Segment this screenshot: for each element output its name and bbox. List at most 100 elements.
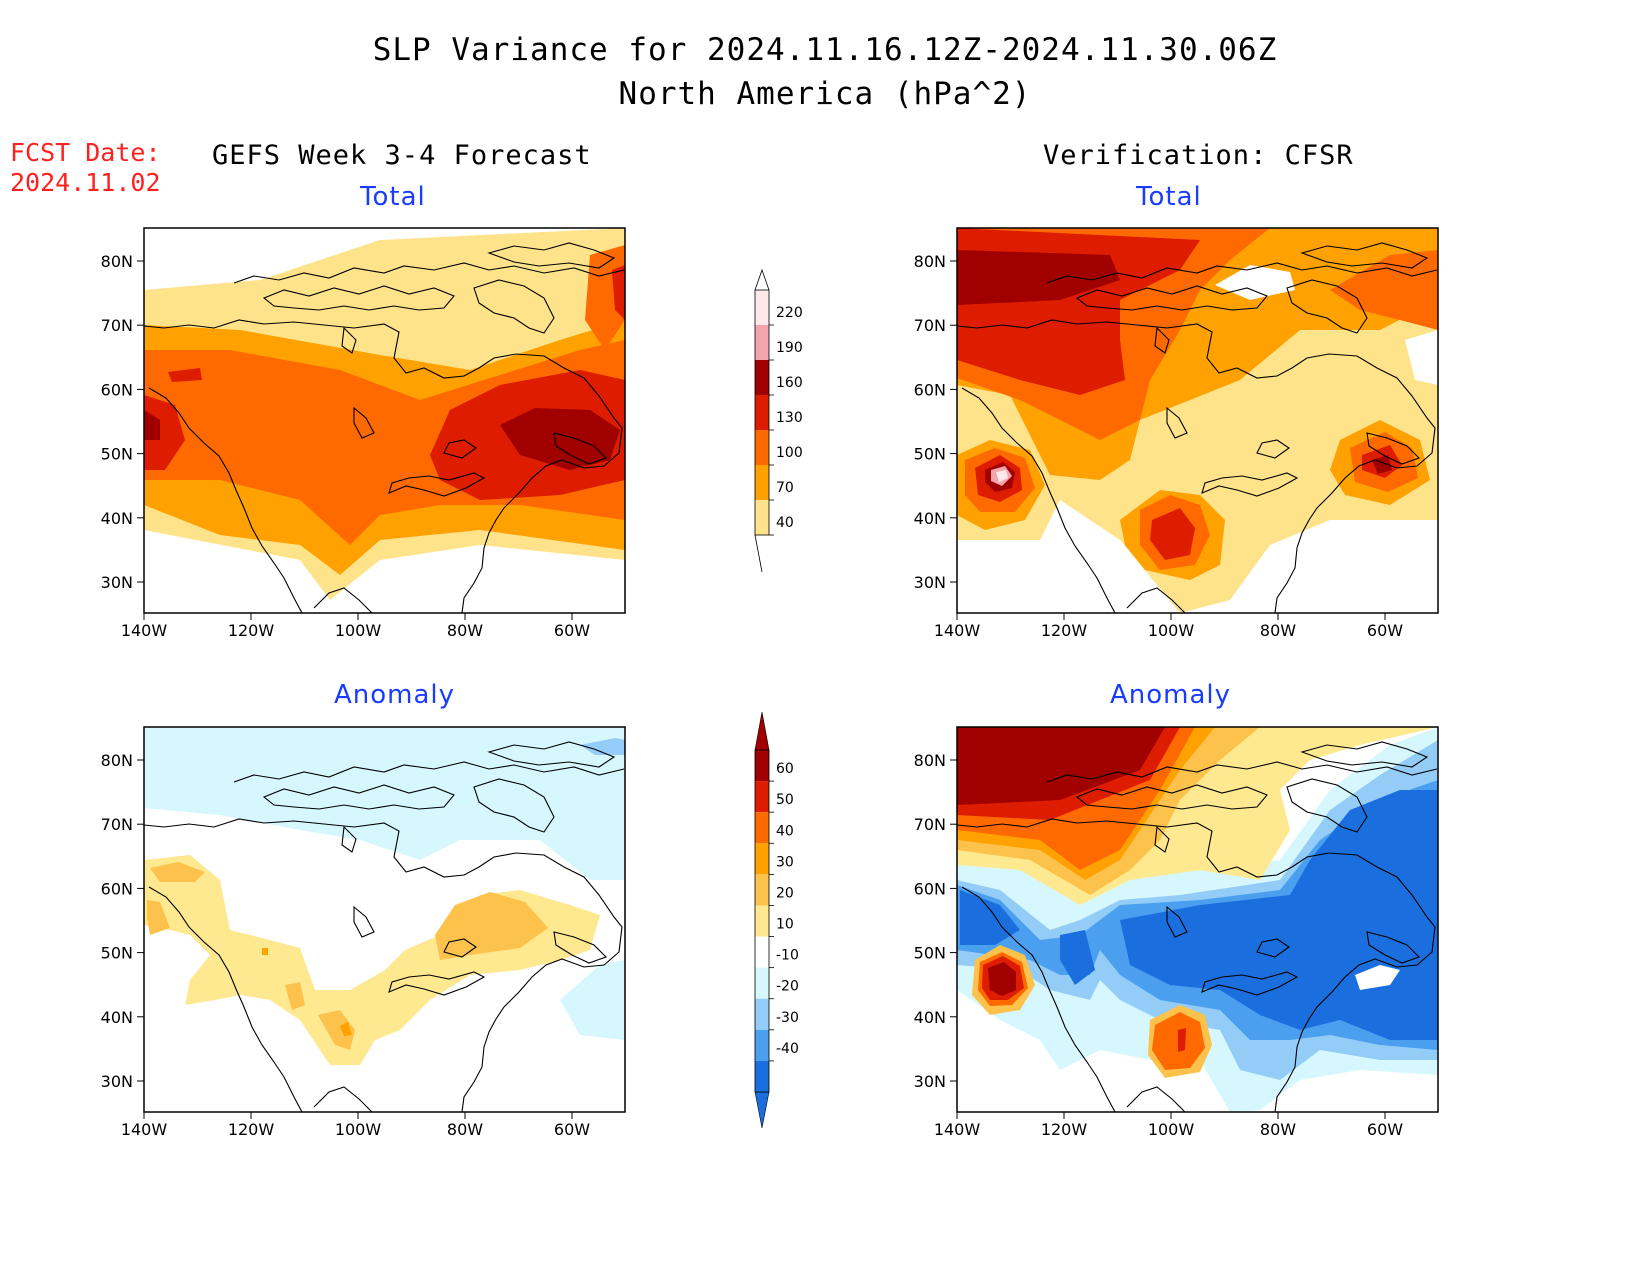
map-forecast-total [144, 228, 625, 613]
lon-tick-label: 140W [934, 621, 981, 640]
lat-tick-label: 60N [914, 380, 946, 399]
lon-tick-label: 120W [1041, 621, 1088, 640]
colorbar-total: 220 190 160 130 100 70 40 [754, 268, 803, 573]
lon-tick-label: 80W [447, 1120, 483, 1139]
colorbar-arrow-bottom [754, 1091, 770, 1129]
colorbar-swatch [755, 395, 769, 430]
lat-tick-label: 30N [101, 573, 133, 592]
lon-tick-label: 100W [1148, 621, 1195, 640]
colorbar-swatch [755, 1029, 769, 1061]
colorbar-anomaly: 60 50 40 30 20 10 -10 -20 -30 -40 [754, 711, 799, 1129]
fcst-date-label: FCST Date: [10, 138, 161, 167]
lat-tick-label: 80N [914, 252, 946, 271]
lat-tick-label: 40N [101, 1008, 133, 1027]
colorbar-tick-label: 130 [776, 410, 803, 426]
lon-tick-label: 100W [335, 1120, 382, 1139]
lat-tick-label: 30N [101, 1072, 133, 1091]
lat-tick-label: 40N [101, 509, 133, 528]
lon-tick-label: 120W [228, 621, 275, 640]
colorbar-swatch [755, 500, 769, 535]
lat-tick-label: 70N [101, 815, 133, 834]
panel-title-forecast-total: Total [360, 182, 426, 212]
map-frame [143, 227, 626, 614]
lon-tick-label: 80W [447, 621, 483, 640]
lon-tick-label: 120W [1041, 1120, 1088, 1139]
lat-tick-label: 60N [914, 879, 946, 898]
colorbar-tick-label: 220 [776, 305, 803, 321]
lat-tick-label: 30N [914, 1072, 946, 1091]
column-header-verification: Verification: CFSR [1043, 140, 1354, 171]
colorbar-arrow-bottom [754, 534, 763, 573]
colorbar-swatch [755, 998, 769, 1030]
colorbar-arrow-top [754, 711, 770, 751]
colorbar-outline [754, 749, 770, 1093]
lon-tick-label: 80W [1260, 1120, 1296, 1139]
colorbar-swatch [755, 290, 769, 325]
lat-tick-label: 80N [101, 252, 133, 271]
chart-title: SLP Variance for 2024.11.16.12Z-2024.11.… [372, 32, 1278, 68]
map-forecast-anomaly [144, 727, 625, 1112]
colorbar-swatch [755, 360, 769, 395]
lat-tick-label: 30N [914, 573, 946, 592]
fcst-date-value: 2024.11.02 [10, 168, 161, 197]
lon-tick-label: 100W [1148, 1120, 1195, 1139]
colorbar-tick-label: 20 [776, 885, 794, 901]
colorbar-swatch [755, 843, 769, 875]
colorbar-tick-label: 50 [776, 792, 794, 808]
lat-tick-label: 70N [101, 316, 133, 335]
colorbar-tick-label: 100 [776, 445, 803, 461]
colorbar-tick-label: -30 [776, 1010, 799, 1026]
colorbar-tick-label: 40 [776, 515, 794, 531]
lon-tick-label: 60W [1367, 1120, 1403, 1139]
colorbar-arrow-top [754, 268, 770, 291]
map-frame [143, 726, 626, 1113]
lat-tick-label: 80N [101, 751, 133, 770]
lon-tick-label: 60W [1367, 621, 1403, 640]
colorbar-swatch [755, 781, 769, 813]
lon-tick-label: 120W [228, 1120, 275, 1139]
colorbar-tick-label: 60 [776, 761, 794, 777]
colorbar-tick-label: 30 [776, 854, 794, 870]
lon-tick-label: 140W [121, 1120, 168, 1139]
lon-tick-label: 140W [121, 621, 168, 640]
lat-tick-label: 70N [914, 815, 946, 834]
axes: 80N 70N 60N 50N 40N 30N 140W 120W 100W 80W 60W 80N 7… [101, 252, 1404, 1139]
lon-tick-label: 60W [554, 1120, 590, 1139]
colorbar-tick-label: 160 [776, 375, 803, 391]
lon-tick-label: 80W [1260, 621, 1296, 640]
colorbar-tick-label: 190 [776, 340, 803, 356]
colorbar-tick-label: -10 [776, 948, 799, 964]
colorbar-swatch [755, 465, 769, 500]
lat-tick-label: 50N [101, 944, 133, 963]
panel-title-forecast-anomaly: Anomaly [334, 680, 456, 710]
colorbar-swatch [755, 750, 769, 782]
lat-tick-label: 80N [914, 751, 946, 770]
map-verification-anomaly [957, 727, 1438, 1112]
colorbar-swatch [755, 905, 769, 937]
map-frame [956, 227, 1439, 614]
colorbar-swatch [755, 812, 769, 844]
colorbar-swatch [755, 430, 769, 465]
colorbar-swatch [755, 325, 769, 360]
colorbar-tick-label: 40 [776, 823, 794, 839]
lat-tick-label: 60N [101, 879, 133, 898]
lon-tick-label: 100W [335, 621, 382, 640]
lat-tick-label: 40N [914, 509, 946, 528]
map-verification-total [957, 228, 1438, 613]
colorbar-outline [754, 289, 770, 536]
chart-subtitle: North America (hPa^2) [618, 76, 1032, 112]
lon-tick-label: 60W [554, 621, 590, 640]
lat-tick-label: 40N [914, 1008, 946, 1027]
lon-tick-label: 140W [934, 1120, 981, 1139]
colorbar-swatch [755, 1060, 769, 1092]
colorbar-tick-label: 10 [776, 917, 794, 933]
colorbar-tick-label: -40 [776, 1041, 799, 1057]
lat-tick-label: 50N [914, 944, 946, 963]
map-frame [956, 726, 1439, 1113]
panel-title-verification-anomaly: Anomaly [1110, 680, 1232, 710]
colorbar-swatch [755, 936, 769, 968]
forecast-date-block: FCST Date: 2024.11.02 [10, 138, 161, 198]
lat-tick-label: 50N [101, 445, 133, 464]
colorbar-tick-label: 70 [776, 480, 794, 496]
